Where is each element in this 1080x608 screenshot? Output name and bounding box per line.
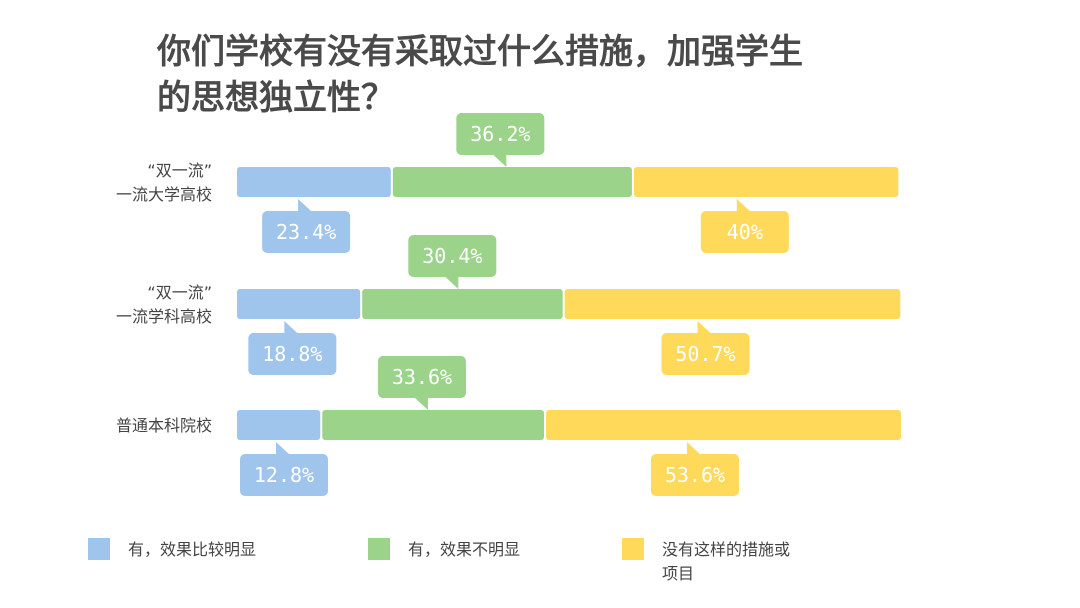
data-label: 30.4% (422, 244, 482, 268)
bar-segment (362, 289, 563, 319)
legend-label: 没有这样的措施或 (662, 540, 790, 559)
bar-segment (392, 167, 632, 197)
category-label: 一流学科高校 (116, 307, 212, 326)
data-callout (661, 333, 750, 375)
data-callout-tail (413, 397, 428, 410)
data-callout (456, 113, 545, 155)
data-label: 12.8% (254, 463, 314, 487)
category-label: 普通本科院校 (116, 416, 212, 435)
data-callout (248, 333, 337, 375)
data-callout-tail (298, 199, 313, 212)
data-callout-tail (444, 276, 459, 289)
data-callout (650, 454, 739, 496)
chart-title-line: 的思想独立性？ (157, 78, 395, 118)
legend-label: 项目 (662, 564, 694, 583)
data-callout-tail (276, 442, 290, 455)
bar-segment (237, 167, 391, 197)
legend-label: 有，效果不明显 (408, 540, 520, 559)
data-callout-tail (492, 154, 507, 167)
legend-swatch (88, 538, 110, 560)
chart-title-line: 你们学校有没有采取过什么措施，加强学生 (156, 32, 803, 72)
data-label: 18.8% (262, 342, 322, 366)
data-callout-tail (284, 321, 299, 334)
data-callout-tail (686, 442, 701, 455)
data-callout-tail (697, 321, 712, 334)
category-label: “双一流” (147, 283, 212, 302)
category-label: 一流大学高校 (116, 185, 212, 204)
data-callout (240, 454, 328, 496)
data-callout (262, 211, 351, 253)
data-label: 50.7% (675, 342, 735, 366)
data-label: 33.6% (392, 365, 452, 389)
bar-segment (237, 289, 361, 319)
data-callout (377, 356, 466, 398)
bar-segment (237, 410, 321, 440)
bar-segment (546, 410, 901, 440)
legend-swatch (368, 538, 390, 560)
data-callout (408, 235, 497, 277)
data-callout (700, 211, 789, 253)
bar-segment (633, 167, 899, 197)
data-label: 36.2% (470, 122, 530, 146)
legend-label: 有，效果比较明显 (128, 540, 256, 559)
legend-swatch (622, 538, 644, 560)
category-label: “双一流” (147, 161, 212, 180)
bar-segment (564, 289, 901, 319)
data-label: 23.4% (276, 220, 336, 244)
data-label: 40% (727, 220, 763, 244)
data-callout-tail (736, 199, 751, 212)
data-label: 53.6% (665, 463, 725, 487)
bar-segment (322, 410, 545, 440)
